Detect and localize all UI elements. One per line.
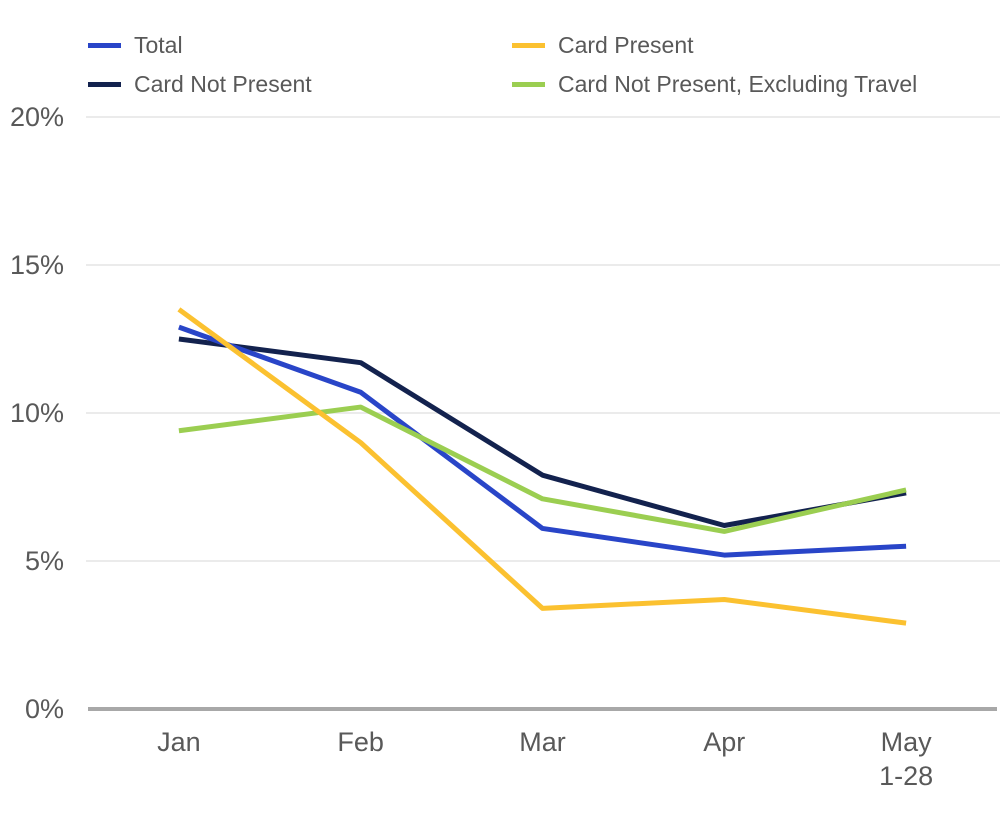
y-axis-label: 15% (10, 250, 64, 280)
x-axis-label: Apr (703, 727, 745, 757)
x-axis-label: Jan (157, 727, 201, 757)
series-line-card-not-present (178, 336, 907, 528)
legend-item-card-not-present-excluding-travel: Card Not Present, Excluding Travel (512, 70, 968, 97)
x-axis-label: 1-28 (879, 761, 933, 791)
legend-swatch-icon (88, 42, 121, 48)
y-axis-label: 10% (10, 398, 64, 428)
legend-swatch-icon (512, 42, 545, 48)
chart-legend: Total Card Present Card Not Present Card No… (88, 31, 968, 97)
legend-item-card-present: Card Present (512, 31, 968, 58)
y-axis-label: 20% (10, 102, 64, 132)
legend-label: Card Not Present (134, 70, 312, 97)
y-axis-label: 5% (25, 546, 64, 576)
series-line-card-present (177, 307, 907, 626)
legend-swatch-icon (88, 81, 121, 87)
y-axis-label: 0% (25, 694, 64, 724)
legend-swatch-icon (512, 81, 545, 87)
series-line-total (178, 324, 907, 558)
x-axis-label: Mar (519, 727, 566, 757)
legend-item-card-not-present: Card Not Present (88, 70, 512, 97)
series-line-card-not-present-excluding-travel (178, 404, 907, 534)
legend-label: Total (134, 31, 183, 58)
legend-item-total: Total (88, 31, 512, 58)
legend-label: Card Present (558, 31, 694, 58)
x-axis-label: May (881, 727, 933, 757)
legend-label: Card Not Present, Excluding Travel (558, 70, 918, 97)
x-axis-label: Feb (337, 727, 384, 757)
